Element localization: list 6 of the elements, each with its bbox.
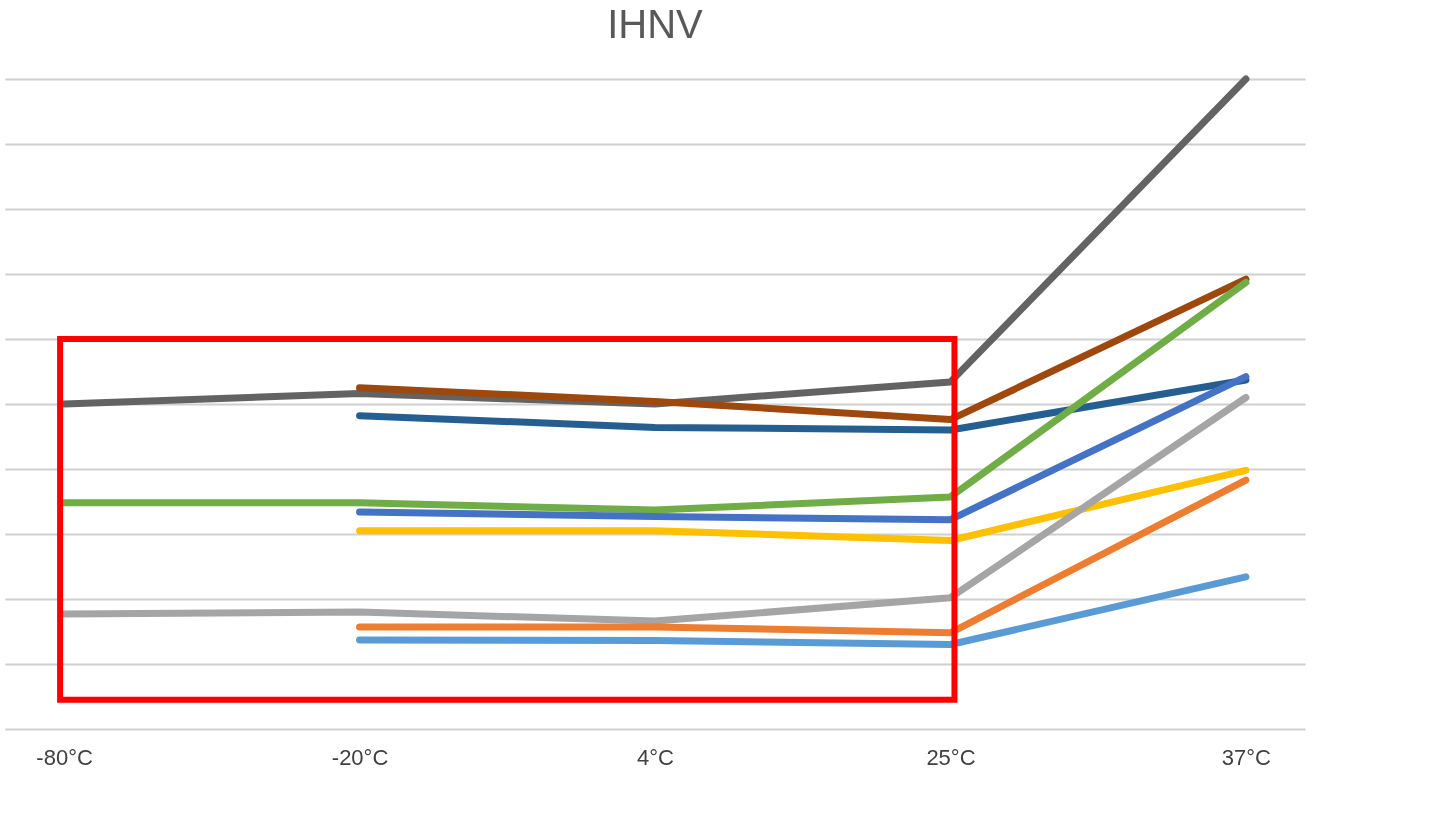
chart-title: IHNV bbox=[607, 1, 704, 46]
x-tick-label: 37°C bbox=[1221, 744, 1272, 770]
x-tick-label: 4°C bbox=[637, 744, 675, 770]
x-tick-label: 25°C bbox=[926, 744, 976, 770]
x-tick-label: -20°C bbox=[331, 744, 389, 770]
x-tick-label: -80°C bbox=[36, 744, 93, 770]
